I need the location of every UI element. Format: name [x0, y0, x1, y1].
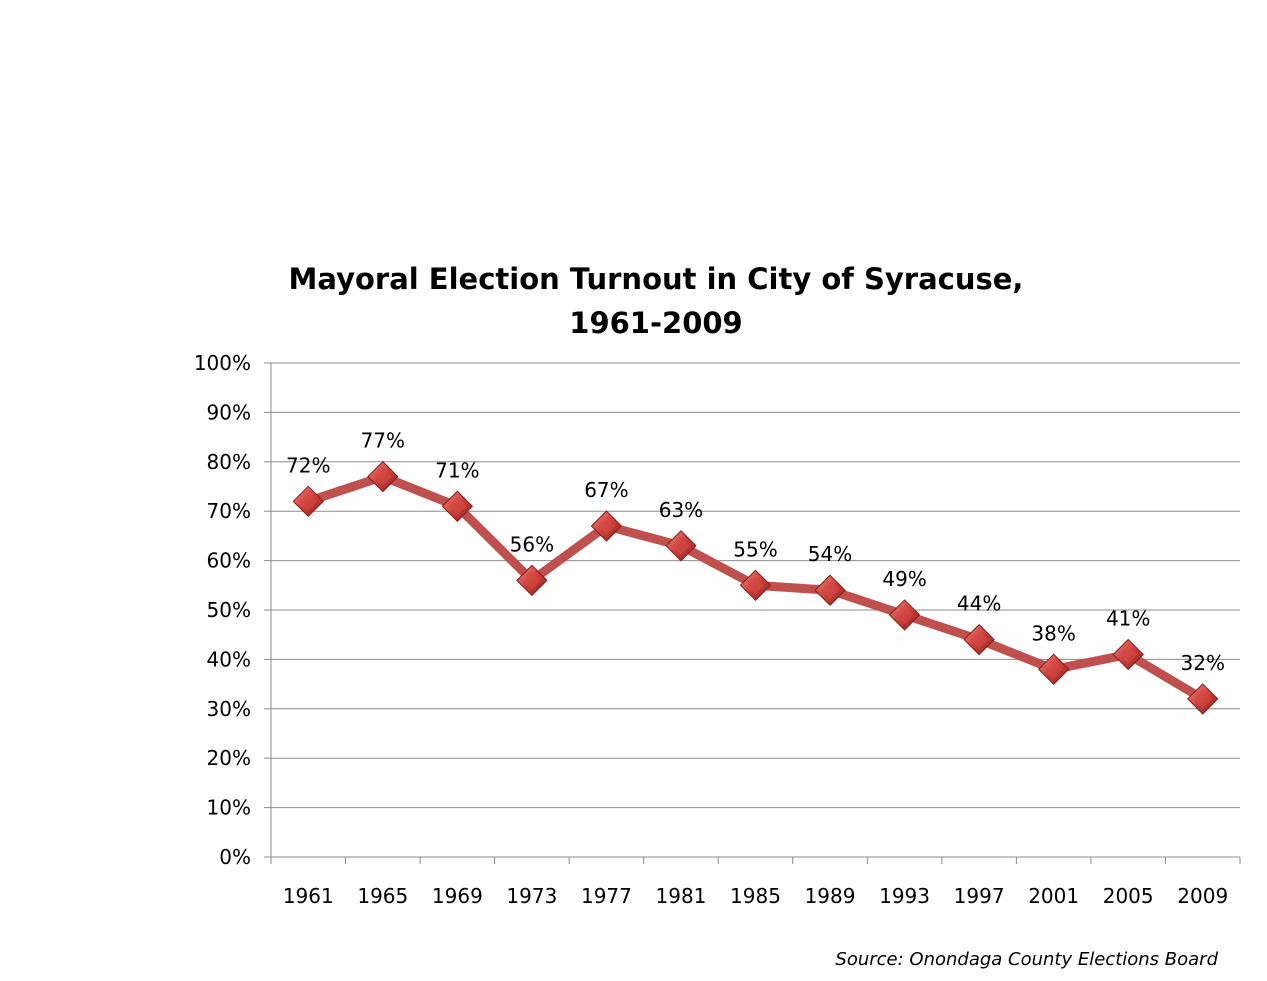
axes	[264, 362, 1241, 864]
data-point-marker	[590, 510, 623, 542]
y-tick-label: 0%	[219, 845, 251, 869]
data-point-marker	[814, 574, 846, 606]
data-point-marker	[963, 623, 995, 656]
y-tick-label: 20%	[207, 746, 251, 770]
x-tick-label: 1989	[805, 884, 856, 908]
y-tick-label: 60%	[207, 549, 251, 573]
data-label: 72%	[286, 453, 330, 477]
x-tick-label: 1977	[581, 884, 632, 908]
y-tick-label: 40%	[207, 647, 251, 671]
data-point-marker	[665, 530, 697, 562]
y-tick-label: 100%	[194, 351, 251, 375]
x-tick-label: 1993	[879, 884, 930, 908]
data-point-marker	[1112, 638, 1144, 671]
data-point-marker	[1187, 683, 1219, 715]
data-point-marker	[292, 485, 324, 518]
x-tick-label: 2009	[1177, 884, 1228, 908]
x-tick-label: 1985	[730, 884, 781, 908]
data-point-marker	[1037, 653, 1070, 685]
data-label: 44%	[957, 592, 1001, 616]
data-label: 54%	[808, 542, 852, 566]
data-point-marker	[516, 564, 548, 597]
markers	[292, 460, 1219, 715]
y-tick-label: 90%	[207, 400, 251, 424]
x-tick-label: 2005	[1103, 884, 1154, 908]
data-label: 32%	[1181, 651, 1225, 675]
chart-title: Mayoral Election Turnout in City of Syra…	[289, 262, 1024, 296]
x-tick-label: 2001	[1028, 884, 1079, 908]
data-label: 41%	[1106, 606, 1150, 630]
data-label: 77%	[361, 429, 405, 453]
data-point-marker	[367, 460, 399, 493]
x-tick-label: 1981	[656, 884, 707, 908]
data-label: 49%	[882, 567, 926, 591]
y-tick-label: 30%	[207, 697, 251, 721]
data-labels: 72% 77% 71% 56% 67% 63% 55% 54% 49% 44% 38% 41% 32%	[286, 429, 1225, 675]
y-tick-label: 50%	[207, 598, 251, 622]
data-point-marker	[888, 599, 921, 631]
x-tick-label: 1961	[283, 884, 334, 908]
y-tick-label: 70%	[207, 499, 251, 523]
data-label: 38%	[1031, 621, 1075, 645]
data-label: 71%	[435, 458, 479, 482]
data-label: 67%	[584, 478, 628, 502]
y-axis-tick-labels: 0% 10% 20% 30% 40% 50% 60% 70% 80% 90% 100%	[194, 351, 251, 869]
y-tick-label: 80%	[207, 450, 251, 474]
data-point-marker	[739, 569, 772, 602]
y-tick-label: 10%	[207, 796, 251, 820]
x-tick-label: 1965	[357, 884, 408, 908]
x-axis-tick-labels: 1961 1965 1969 1973 1977 1981 1985 1989 1993 1997…	[283, 884, 1228, 908]
x-tick-label: 1969	[432, 884, 483, 908]
gridlines	[271, 362, 1240, 809]
x-tick-label: 1973	[506, 884, 557, 908]
data-label: 63%	[659, 498, 703, 522]
chart-subtitle: 1961-2009	[569, 306, 742, 340]
data-label: 55%	[733, 537, 777, 561]
source-note: Source: Onondaga County Elections Board	[835, 949, 1218, 970]
data-label: 56%	[510, 532, 554, 556]
data-point-marker	[441, 490, 474, 522]
x-tick-label: 1997	[954, 884, 1005, 908]
